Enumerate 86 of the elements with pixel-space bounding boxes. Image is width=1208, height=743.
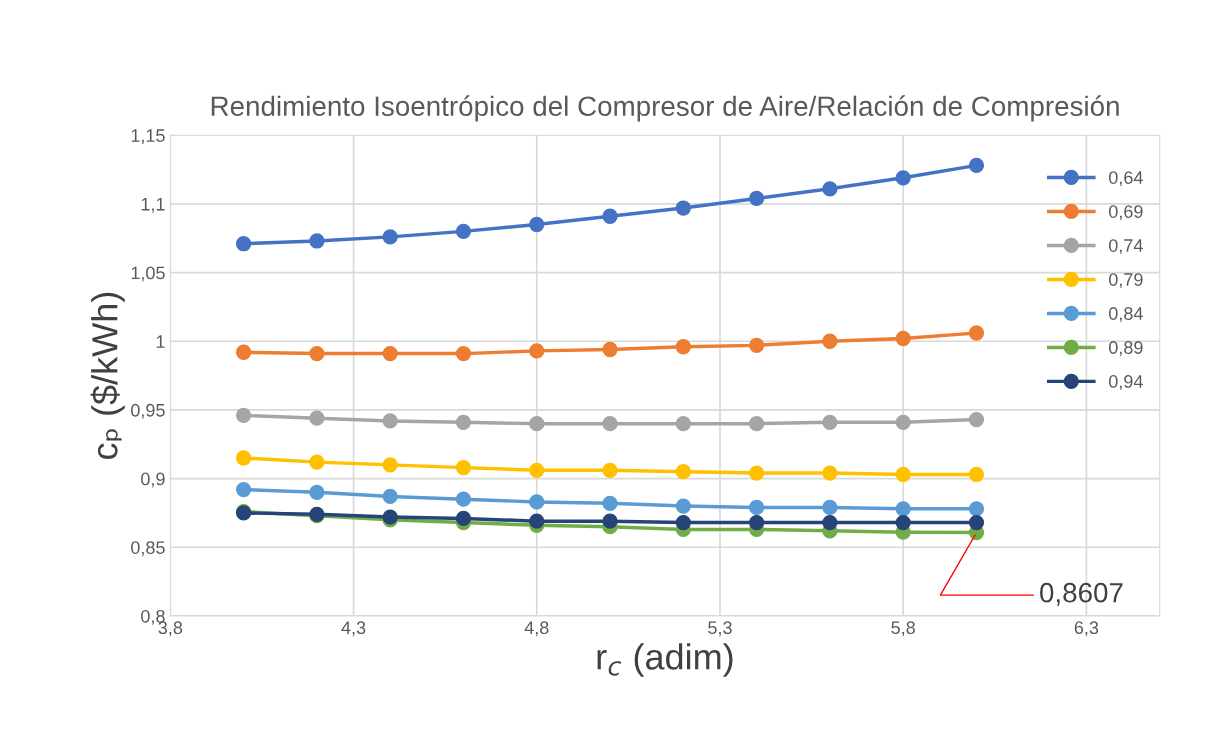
point	[895, 170, 911, 186]
point	[382, 345, 398, 362]
legend-label: 0,79	[1109, 273, 1143, 289]
chart-title: Rendimiento Isoentrópico del Compresor de Aire/Relación de Compresión	[211, 95, 1119, 122]
point	[529, 494, 545, 510]
point	[675, 416, 691, 432]
point	[968, 411, 985, 428]
y-tick-label: 0,85	[131, 541, 165, 557]
point	[529, 513, 545, 529]
legend-label: 0,84	[1109, 307, 1143, 323]
y-tick-label: 1,15	[131, 129, 165, 145]
point	[675, 339, 691, 355]
point	[235, 407, 252, 424]
point	[675, 498, 691, 514]
point	[895, 414, 911, 430]
point	[748, 514, 765, 531]
point	[455, 345, 472, 362]
point	[382, 413, 398, 429]
point	[602, 495, 618, 511]
point	[309, 410, 325, 426]
point	[968, 466, 985, 483]
y-tick-label: 1	[156, 335, 165, 348]
point	[968, 501, 985, 517]
point	[968, 514, 985, 531]
point	[235, 450, 252, 466]
point	[748, 499, 765, 516]
y-tick-label: 1,1	[141, 198, 165, 213]
point	[748, 465, 765, 481]
point	[895, 501, 911, 517]
point	[309, 345, 325, 362]
x-tick-label: 4,3	[341, 621, 366, 637]
point	[602, 341, 618, 358]
point	[968, 157, 985, 174]
x-tick-label: 5,8	[891, 621, 915, 637]
point	[675, 464, 691, 480]
legend-label: 0,64	[1109, 171, 1143, 187]
y-tick-label: 0,95	[131, 403, 165, 419]
legend-label: 0,74	[1109, 239, 1143, 255]
point	[675, 200, 691, 216]
x-axis-title: r$_{c}$ (adim)	[597, 643, 733, 677]
point	[455, 510, 472, 527]
point	[602, 208, 618, 224]
point	[822, 414, 838, 430]
point	[529, 216, 545, 233]
point	[822, 465, 838, 481]
point	[455, 223, 472, 240]
point	[309, 233, 325, 249]
point	[529, 343, 545, 359]
annotation: 0,8607	[1040, 582, 1123, 606]
point	[895, 514, 911, 531]
point	[602, 462, 618, 478]
point	[822, 514, 838, 531]
legend-label: 0,69	[1109, 205, 1143, 221]
point	[455, 459, 472, 476]
point	[968, 325, 985, 341]
point	[602, 513, 618, 529]
point	[822, 499, 838, 516]
point	[748, 190, 765, 207]
point	[235, 344, 252, 360]
x-tick-label: 5,3	[708, 621, 732, 637]
point	[895, 330, 911, 347]
point	[748, 337, 765, 354]
y-tick-label: 0,9	[141, 472, 165, 488]
point	[529, 416, 545, 432]
y-axis-title: cₚ ($/kWh)	[90, 292, 125, 460]
y-tick-label: 1,05	[131, 266, 165, 282]
point	[748, 416, 765, 432]
x-tick-label: 4,8	[524, 621, 549, 637]
point	[382, 457, 398, 473]
legend-label: 0,89	[1109, 341, 1143, 357]
point	[235, 481, 252, 498]
point	[382, 488, 398, 505]
point	[309, 484, 325, 500]
point	[455, 491, 472, 507]
point	[529, 462, 545, 478]
point	[675, 514, 691, 531]
point	[822, 333, 838, 349]
point	[822, 181, 838, 197]
x-tick-label: 6,3	[1074, 621, 1099, 637]
point	[382, 229, 398, 245]
legend-label: 0,94	[1109, 375, 1143, 390]
point	[602, 416, 618, 432]
point	[309, 454, 325, 470]
point	[455, 414, 472, 430]
point	[235, 236, 252, 252]
point	[895, 466, 911, 483]
